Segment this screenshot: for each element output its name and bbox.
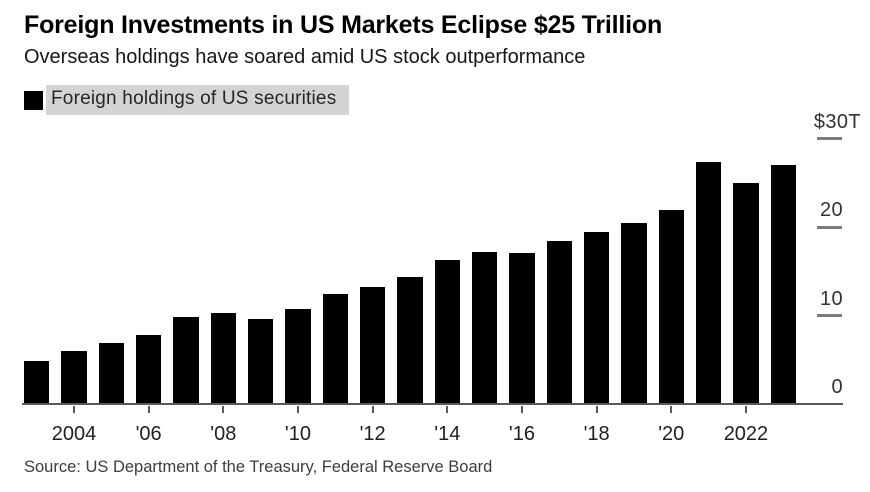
chart-title: Foreign Investments in US Markets Eclips…	[24, 11, 663, 39]
bar-2009	[247, 319, 274, 404]
x-axis-line	[22, 403, 843, 405]
bar-2015	[471, 251, 498, 404]
legend: Foreign holdings of US securities	[24, 85, 350, 115]
x-tick-2006	[147, 406, 150, 413]
y-axis-label-10: 10	[819, 287, 843, 310]
chart-subtitle: Overseas holdings have soared amid US st…	[24, 46, 586, 68]
x-tick-2022	[744, 406, 747, 413]
bar-2005	[98, 342, 124, 404]
x-tick-2008	[222, 406, 225, 413]
x-axis-label-2016: '16	[508, 423, 535, 445]
x-tick-2004	[73, 406, 75, 413]
legend-swatch-icon	[24, 90, 43, 110]
x-tick-2014	[446, 406, 449, 413]
x-axis-label-2014: '14	[434, 423, 461, 445]
bar-2006	[135, 335, 162, 404]
x-axis-label-2004: 2004	[51, 423, 97, 445]
bar-2008	[210, 312, 236, 404]
x-axis-label-2020: '20	[658, 423, 685, 445]
bar-2007	[173, 317, 199, 404]
x-tick-2012	[371, 406, 374, 413]
bar-2013	[397, 276, 423, 404]
x-tick-2010	[296, 406, 299, 413]
bar-2014	[434, 259, 460, 404]
y-axis-label-0: 0	[831, 376, 843, 398]
bar-2004	[61, 350, 87, 404]
x-axis-label-2006: '06	[135, 423, 162, 445]
x-axis-label-2012: '12	[359, 423, 386, 445]
bar-2011	[322, 294, 348, 404]
x-axis-label-2022: 2022	[723, 423, 769, 445]
x-axis-label-2010: '10	[284, 423, 311, 445]
bar-2019	[621, 222, 647, 404]
bar-2017	[546, 241, 572, 404]
bar-2022	[733, 182, 759, 404]
x-tick-2020	[670, 406, 673, 413]
x-axis-label-2018: '18	[583, 423, 610, 445]
bar-2018	[583, 232, 610, 404]
bar-2023	[770, 165, 796, 404]
y-tick-30	[817, 137, 842, 141]
y-tick-10	[817, 314, 842, 318]
source-note: Source: US Department of the Treasury, F…	[24, 458, 493, 476]
bar-2020	[658, 210, 684, 404]
y-axis-label-20: 20	[819, 199, 843, 222]
y-axis-label-30: $30T	[813, 110, 861, 133]
bar-2003	[24, 360, 50, 404]
bar-2010	[285, 309, 311, 404]
y-tick-20	[817, 225, 842, 229]
bar-2016	[509, 252, 535, 404]
bar-2012	[359, 287, 386, 404]
bar-2021	[695, 161, 722, 404]
legend-label: Foreign holdings of US securities	[46, 85, 350, 115]
x-axis-label-2008: '08	[210, 423, 237, 445]
x-tick-2016	[520, 406, 523, 413]
x-tick-2018	[595, 406, 598, 413]
